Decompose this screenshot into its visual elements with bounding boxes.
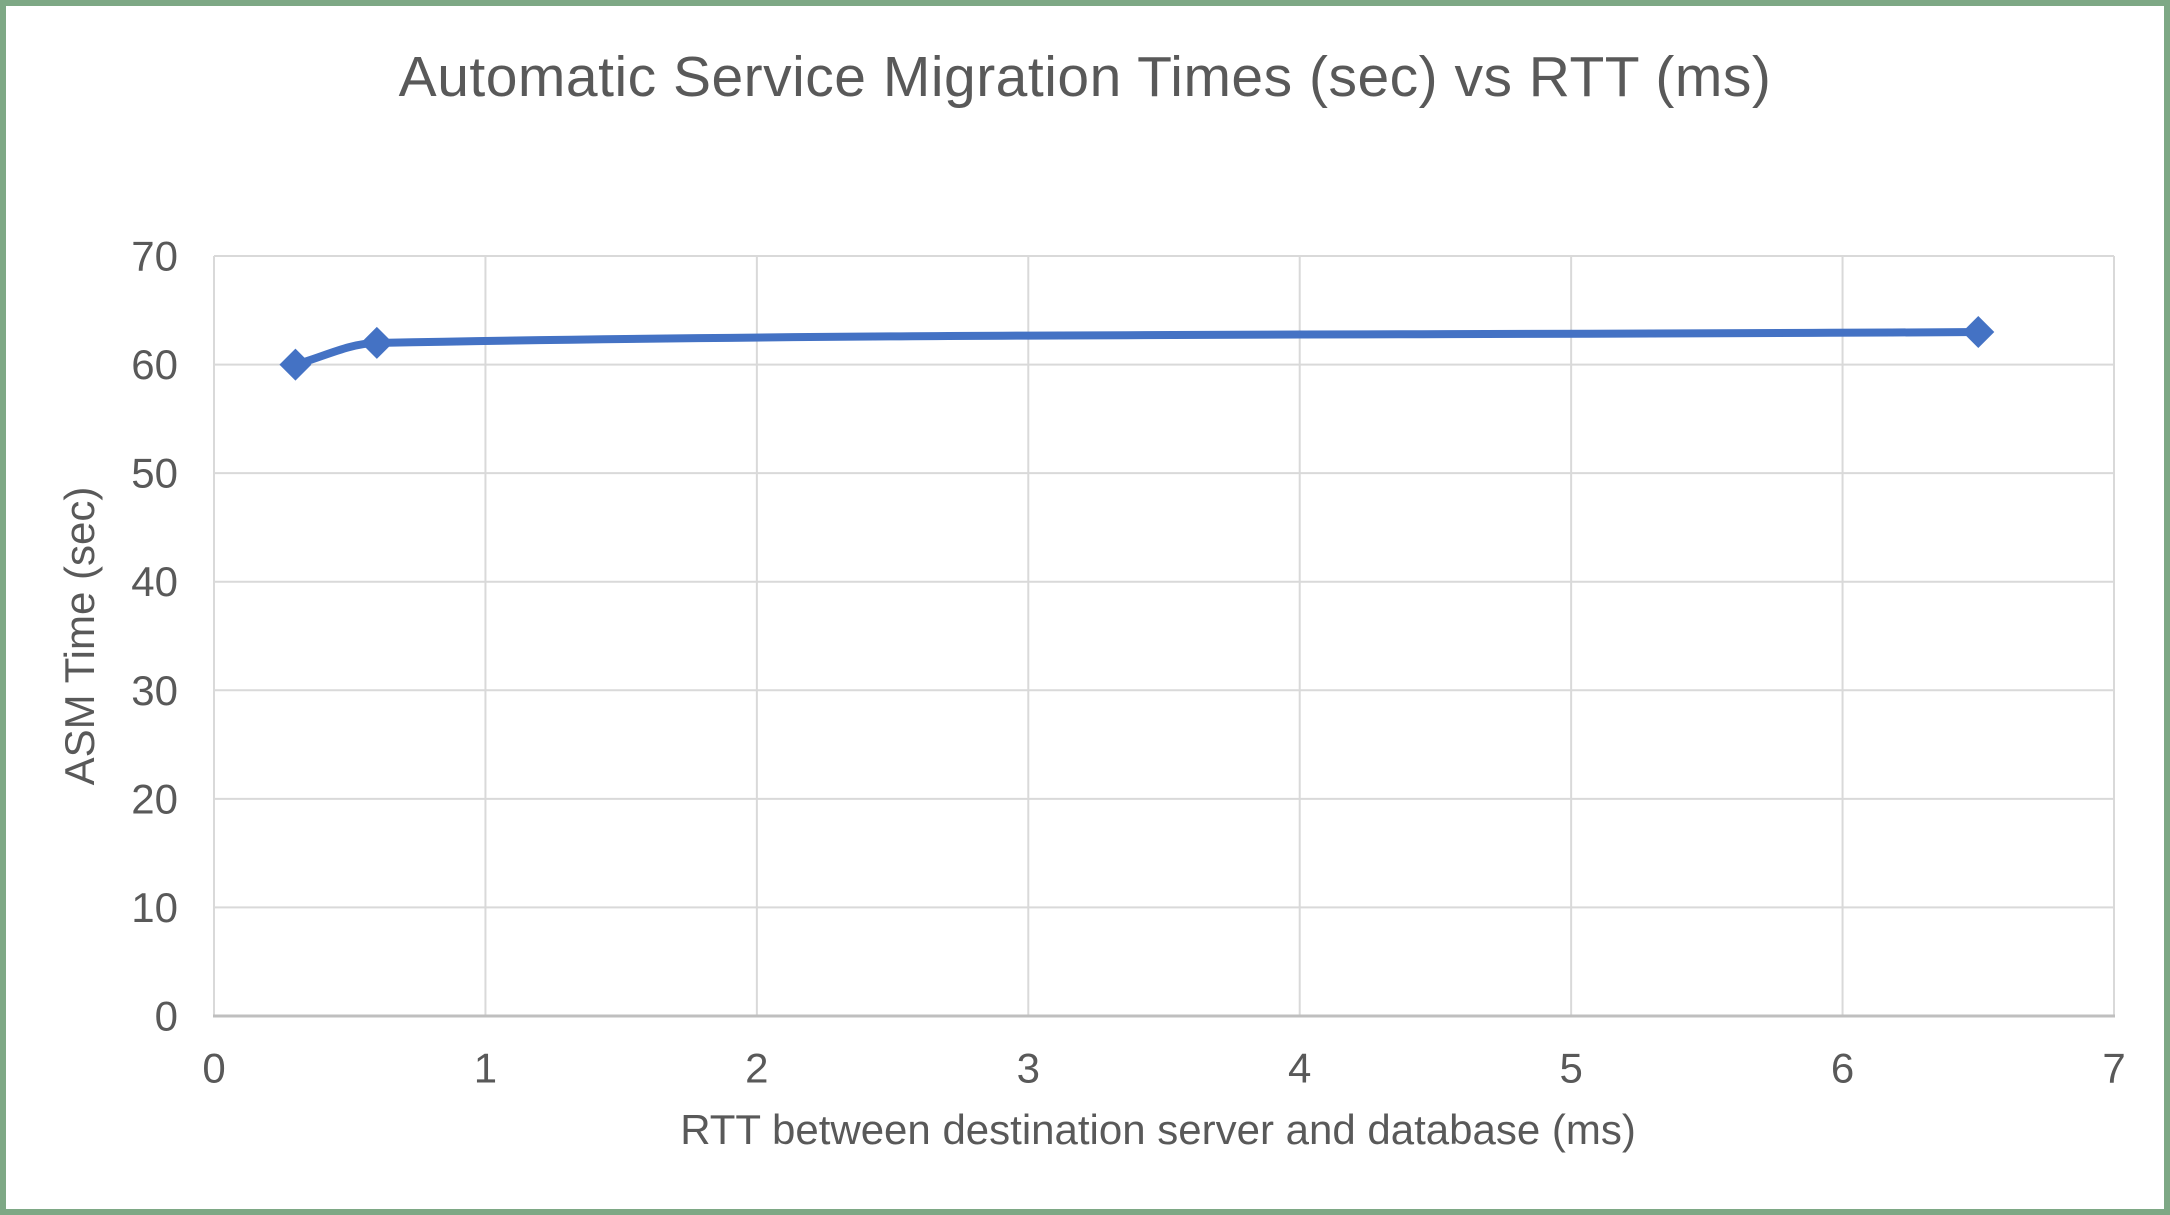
- y-tick-label: 50: [131, 450, 178, 497]
- data-point-marker: [279, 348, 312, 381]
- y-tick-label: 10: [131, 884, 178, 931]
- x-tick-label: 7: [2102, 1045, 2125, 1092]
- y-tick-label: 70: [131, 233, 178, 280]
- x-tick-label: 2: [745, 1045, 768, 1092]
- data-point-marker: [1962, 316, 1995, 348]
- x-tick-label: 5: [1559, 1045, 1582, 1092]
- y-tick-label: 20: [131, 775, 178, 822]
- series-line: [291, 328, 1983, 369]
- x-tick-label: 4: [1288, 1045, 1311, 1092]
- chart-title: Automatic Service Migration Times (sec) …: [398, 45, 1772, 109]
- y-tick-label: 40: [131, 558, 178, 605]
- plot-svg: 0 10 20 30 40 50 60 70 0 1 2 3 4 5 6 7: [131, 233, 2125, 1092]
- y-tick-label: 0: [155, 993, 178, 1040]
- y-tick-label: 30: [131, 667, 178, 714]
- y-axis-title: ASM Time (sec): [56, 486, 103, 786]
- x-tick-label: 6: [1831, 1045, 1854, 1092]
- x-tick-label: 0: [202, 1045, 225, 1092]
- y-tick-label: 60: [131, 341, 178, 388]
- data-point-marker: [360, 326, 393, 359]
- x-tick-label: 3: [1017, 1045, 1040, 1092]
- x-axis-title: RTT between destination server and datab…: [680, 1106, 1636, 1153]
- x-tick-label: 1: [474, 1045, 497, 1092]
